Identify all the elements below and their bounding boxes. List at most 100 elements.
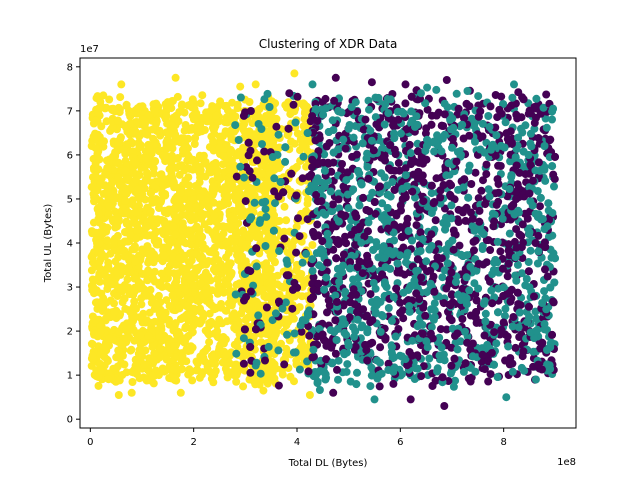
scatter-point-cluster-teal (302, 249, 311, 258)
scatter-point-cluster-yellow (211, 159, 220, 167)
scatter-point-cluster-teal (326, 187, 335, 196)
scatter-point-cluster-purple (407, 160, 415, 169)
scatter-point-cluster-purple (499, 318, 508, 327)
scatter-point-cluster-purple (239, 111, 248, 120)
scatter-point-cluster-teal (499, 283, 508, 292)
scatter-point-cluster-purple (508, 139, 516, 148)
scatter-point-cluster-teal (408, 236, 416, 245)
scatter-point-cluster-purple (332, 298, 341, 306)
scatter-point-cluster-yellow (282, 350, 290, 359)
scatter-point-cluster-teal (232, 349, 241, 358)
scatter-point-cluster-purple (328, 200, 337, 209)
scatter-point-cluster-yellow (189, 115, 198, 124)
scatter-point-cluster-teal (390, 134, 399, 142)
scatter-point-cluster-purple (246, 107, 255, 115)
scatter-point-cluster-yellow (175, 108, 184, 116)
scatter-point-cluster-purple (512, 243, 521, 252)
scatter-point-cluster-yellow (259, 186, 268, 195)
scatter-point-cluster-purple (431, 216, 440, 225)
scatter-point-cluster-yellow (181, 176, 190, 185)
scatter-point-cluster-purple (447, 181, 456, 190)
scatter-point-cluster-teal (430, 299, 439, 308)
scatter-point-cluster-teal (323, 229, 332, 238)
scatter-point-cluster-yellow (120, 294, 129, 303)
scatter-point-cluster-purple (371, 209, 380, 218)
scatter-point-cluster-yellow (91, 171, 100, 180)
scatter-point-cluster-yellow (300, 109, 309, 118)
scatter-point-cluster-yellow (230, 238, 239, 246)
scatter-point-cluster-teal (328, 116, 337, 125)
scatter-point-cluster-teal (494, 308, 502, 317)
scatter-point-cluster-yellow (114, 173, 123, 182)
scatter-point-cluster-teal (531, 307, 540, 316)
scatter-point-cluster-teal (384, 109, 393, 118)
scatter-point-cluster-purple (512, 161, 521, 170)
scatter-point-cluster-yellow (290, 292, 299, 301)
scatter-point-cluster-teal (504, 342, 513, 351)
scatter-point-cluster-teal (459, 252, 468, 260)
scatter-point-cluster-yellow (131, 175, 140, 184)
scatter-point-cluster-yellow (199, 353, 208, 362)
scatter-point-cluster-teal (353, 368, 361, 377)
scatter-point-cluster-teal (240, 173, 249, 182)
scatter-point-cluster-purple (458, 284, 467, 293)
scatter-point-cluster-teal (422, 257, 431, 266)
scatter-point-cluster-purple (260, 147, 269, 156)
scatter-point-cluster-teal (515, 308, 524, 317)
scatter-point-cluster-purple (359, 125, 368, 134)
scatter-point-cluster-teal (459, 183, 468, 192)
scatter-point-cluster-purple (248, 173, 257, 182)
scatter-point-cluster-teal (390, 236, 398, 245)
scatter-point-cluster-purple (318, 237, 327, 246)
scatter-point-cluster-teal (263, 89, 272, 98)
scatter-point-cluster-yellow (188, 376, 197, 385)
scatter-point-cluster-yellow (144, 331, 153, 340)
scatter-point-cluster-purple (542, 90, 551, 99)
scatter-point-cluster-yellow (109, 152, 118, 161)
scatter-point-cluster-purple (353, 107, 362, 116)
scatter-point-cluster-yellow (115, 376, 124, 385)
scatter-point-cluster-teal (389, 228, 398, 237)
scatter-point-cluster-yellow (301, 279, 310, 287)
scatter-point-cluster-purple (401, 191, 410, 199)
scatter-point-cluster-purple (419, 197, 428, 206)
scatter-point-cluster-yellow (148, 198, 157, 207)
scatter-point-cluster-yellow (270, 258, 279, 267)
scatter-point-cluster-yellow (213, 275, 222, 284)
scatter-point-cluster-teal (514, 323, 523, 332)
scatter-point-cluster-teal (546, 339, 555, 348)
scatter-point-cluster-purple (399, 243, 408, 252)
scatter-point-cluster-purple (359, 305, 368, 314)
scatter-point-cluster-purple (314, 279, 323, 288)
scatter-point-cluster-purple (439, 181, 448, 190)
scatter-point-cluster-purple (375, 182, 384, 191)
scatter-point-cluster-yellow (182, 264, 191, 273)
scatter-point-cluster-purple (378, 270, 387, 279)
scatter-point-cluster-yellow (128, 378, 137, 386)
scatter-point-cluster-purple (393, 268, 402, 277)
scatter-point-cluster-purple (464, 374, 473, 383)
scatter-point-cluster-yellow (207, 248, 216, 257)
scatter-point-cluster-yellow (237, 309, 246, 318)
scatter-point-cluster-teal (472, 266, 481, 275)
scatter-point-cluster-teal (525, 230, 534, 238)
scatter-point-cluster-teal (438, 273, 447, 282)
scatter-point-cluster-yellow (239, 382, 248, 391)
scatter-point-cluster-yellow (148, 274, 157, 283)
scatter-point-cluster-purple (415, 241, 424, 249)
scatter-point-cluster-yellow (298, 141, 307, 150)
scatter-point-cluster-purple (325, 301, 334, 310)
scatter-point-cluster-teal (357, 323, 366, 332)
scatter-point-cluster-teal (526, 129, 535, 138)
scatter-point-cluster-yellow (222, 253, 230, 262)
scatter-point-cluster-yellow (224, 165, 233, 174)
scatter-point-cluster-yellow (103, 188, 112, 197)
scatter-point-cluster-yellow (262, 179, 271, 188)
scatter-point-cluster-teal (491, 256, 500, 264)
scatter-point-cluster-purple (317, 197, 326, 206)
scatter-point-cluster-yellow (223, 373, 232, 382)
scatter-point-cluster-teal (410, 375, 419, 383)
scatter-point-cluster-teal (430, 313, 439, 322)
scatter-point-cluster-yellow (251, 380, 260, 389)
scatter-point-cluster-teal (526, 246, 535, 255)
